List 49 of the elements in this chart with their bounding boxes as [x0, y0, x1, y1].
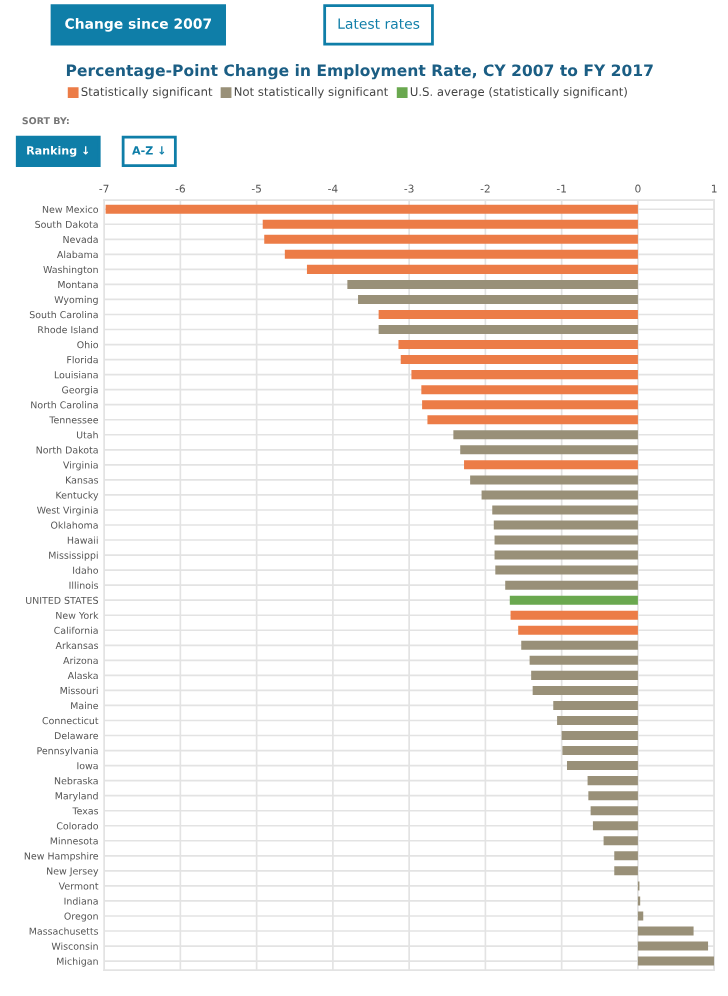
- bar: [493, 520, 638, 530]
- bar: [637, 926, 694, 936]
- bar: [492, 505, 638, 515]
- bar: [637, 956, 715, 966]
- bar: [494, 550, 638, 560]
- bar: [557, 715, 638, 725]
- bar: [614, 866, 638, 876]
- bar: [400, 355, 638, 365]
- bar: [532, 685, 638, 695]
- bar: [358, 294, 638, 304]
- bar: [587, 776, 638, 786]
- bar: [378, 325, 638, 335]
- bar: [464, 460, 638, 470]
- bar: [105, 204, 638, 214]
- bar: [562, 746, 638, 756]
- bar: [460, 445, 638, 455]
- bar: [470, 475, 638, 485]
- bar: [494, 535, 638, 545]
- bar: [411, 370, 638, 380]
- bar: [398, 340, 638, 350]
- bar: [637, 911, 644, 921]
- bar: [603, 836, 638, 846]
- bar: [531, 670, 638, 680]
- bar: [427, 415, 638, 425]
- bar: [521, 640, 638, 650]
- bar: [592, 821, 638, 831]
- bar: [561, 731, 638, 741]
- bar: [262, 219, 638, 229]
- bar: [481, 490, 638, 500]
- bar: [378, 309, 638, 319]
- bar: [421, 385, 638, 395]
- bar: [453, 430, 638, 440]
- bar: [510, 610, 638, 620]
- bar: [637, 941, 709, 951]
- bar: [614, 851, 638, 861]
- bar: [505, 580, 638, 590]
- bar: [284, 249, 638, 259]
- bar: [495, 565, 638, 575]
- bar: [529, 655, 638, 665]
- bar: [347, 279, 638, 289]
- bar: [306, 264, 638, 274]
- bar: [422, 400, 638, 410]
- bar: [509, 595, 638, 605]
- bar: [566, 761, 638, 771]
- bar: [553, 700, 638, 710]
- bar: [588, 791, 638, 801]
- bar: [590, 806, 638, 816]
- bar: [518, 625, 638, 635]
- bar: [264, 234, 638, 244]
